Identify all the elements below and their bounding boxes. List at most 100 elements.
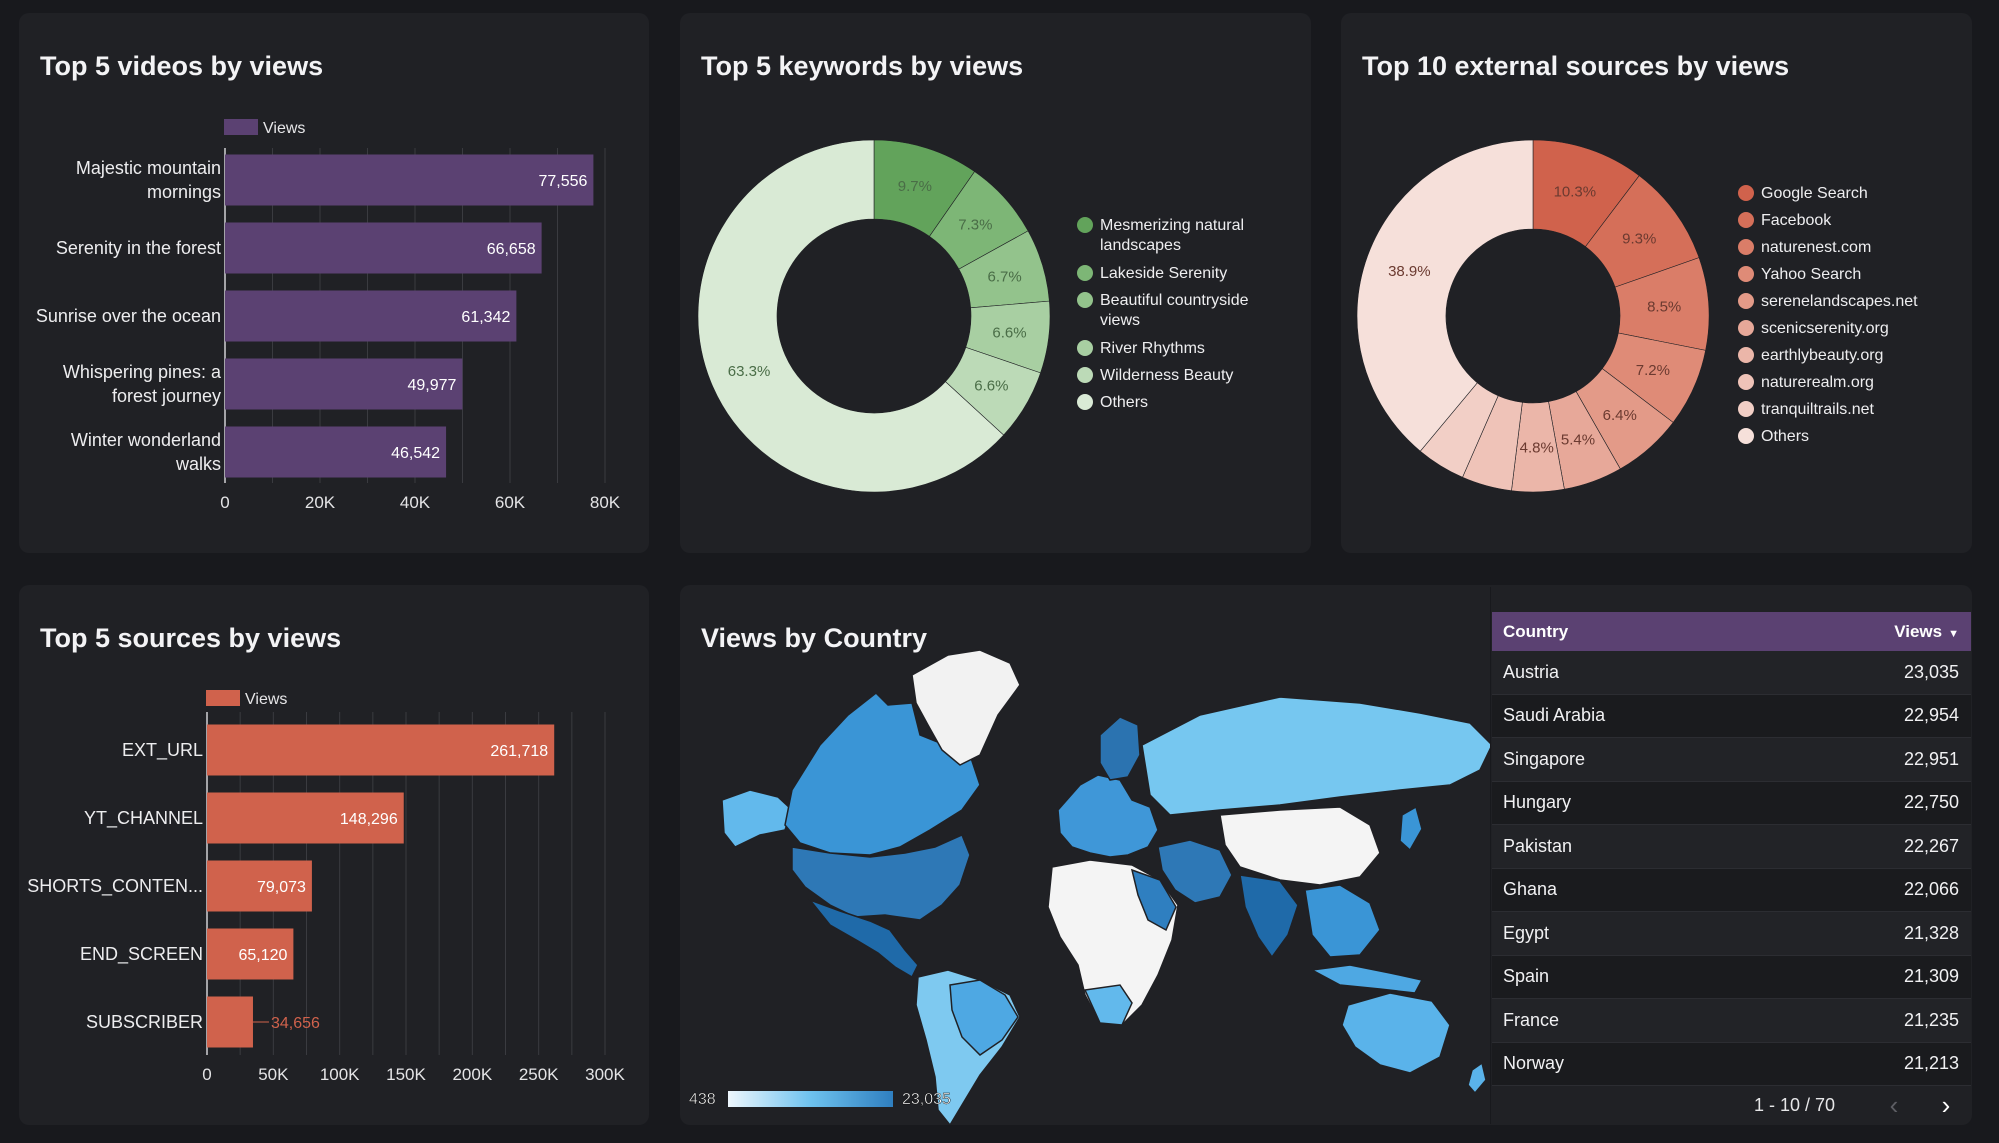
x-tick-label: 50K	[258, 1065, 289, 1084]
bar[interactable]	[207, 928, 294, 980]
legend-label[interactable]: landscapes	[1100, 237, 1181, 254]
map-region-south-africa[interactable]	[1083, 984, 1133, 1026]
map-region-southeast-asia[interactable]	[1304, 884, 1381, 958]
map-region-middle-east[interactable]	[1157, 839, 1233, 904]
map-region-europe[interactable]	[1057, 774, 1159, 858]
legend-label[interactable]: serenelandscapes.net	[1761, 293, 1918, 310]
slice-value-label: 4.8%	[1520, 439, 1554, 456]
table-row[interactable]: Saudi Arabia 22,954	[1492, 694, 1971, 738]
world-map[interactable]: 438 23,035	[680, 585, 1972, 1125]
external-sources-donut-chart: 10.3% 9.3% 8.5% 7.2% 6.4% 5.4% 4.8% 38.9% Google…	[1356, 139, 1918, 493]
bar-value-label: 49,977	[407, 377, 456, 394]
bar[interactable]	[225, 154, 594, 206]
map-region-alaska[interactable]	[721, 789, 793, 848]
legend-dot	[1077, 367, 1093, 383]
x-tick-label: 200K	[452, 1065, 492, 1084]
map-region-brazil[interactable]	[949, 979, 1019, 1056]
cell-views: 21,309	[1903, 966, 1959, 987]
legend-label[interactable]: Views	[263, 120, 305, 137]
table-row[interactable]: France 21,235	[1492, 999, 1971, 1043]
map-region-indonesia[interactable]	[1309, 964, 1424, 994]
map-region-greenland[interactable]	[911, 649, 1021, 766]
legend-dot	[1077, 217, 1093, 233]
x-tick-label: 0	[202, 1065, 211, 1084]
legend-label[interactable]: naturerealm.org	[1761, 374, 1874, 391]
bar-value-label: 66,658	[487, 241, 536, 258]
chevron-left-icon[interactable]: ‹	[1889, 1089, 1899, 1120]
col-header-country[interactable]: Country	[1503, 621, 1569, 641]
bar-value-label: 46,542	[391, 445, 440, 462]
legend-label[interactable]: Google Search	[1761, 185, 1868, 202]
bar[interactable]	[207, 724, 555, 776]
table-row[interactable]: Spain 21,309	[1492, 955, 1971, 999]
map-region-east-africa[interactable]	[1130, 868, 1177, 932]
map-region-scandinavia[interactable]	[1099, 716, 1141, 781]
table-row[interactable]: Norway 21,213	[1492, 1042, 1971, 1086]
bar-value-label: 65,120	[238, 947, 287, 964]
bar[interactable]	[207, 860, 312, 912]
cell-views: 21,235	[1903, 1009, 1959, 1030]
videos-card: Top 5 videos by views 0 20K 40K 60K 80K Views…	[19, 13, 649, 553]
bar[interactable]	[225, 426, 447, 478]
map-region-usa[interactable]	[791, 833, 971, 921]
bar[interactable]	[225, 290, 517, 342]
legend-label[interactable]: Yahoo Search	[1761, 266, 1861, 283]
legend-label[interactable]: Facebook	[1761, 212, 1832, 229]
legend-label[interactable]: Others	[1100, 394, 1148, 411]
bar[interactable]	[207, 996, 253, 1048]
legend-label[interactable]: Others	[1761, 428, 1809, 445]
map-region-central-asia[interactable]	[1219, 806, 1381, 886]
legend-dot	[1738, 374, 1754, 390]
category-label: SUBSCRIBER	[86, 1012, 203, 1032]
pagination-label: 1 - 10 / 70	[1753, 1094, 1835, 1115]
donut-slice[interactable]	[697, 139, 1005, 493]
chevron-right-icon[interactable]: ›	[1941, 1089, 1951, 1120]
legend-label[interactable]: naturenest.com	[1761, 239, 1871, 256]
x-tick-label: 0	[220, 493, 229, 512]
col-header-views-wrap[interactable]: Views ▼	[1894, 622, 1959, 642]
table-row[interactable]: Singapore 22,951	[1492, 738, 1971, 782]
col-header-views[interactable]: Views	[1894, 621, 1943, 641]
legend-label[interactable]: Lakeside Serenity	[1100, 265, 1227, 282]
legend-label[interactable]: earthlybeauty.org	[1761, 347, 1883, 364]
category-label: mornings	[147, 182, 221, 202]
map-region-australia[interactable]	[1341, 992, 1451, 1074]
legend-label[interactable]: Beautiful countryside	[1100, 292, 1249, 309]
category-label: Serenity in the forest	[56, 238, 221, 258]
map-region-japan[interactable]	[1399, 805, 1423, 852]
table-row[interactable]: Egypt 21,328	[1492, 912, 1971, 956]
legend-label[interactable]: scenicserenity.org	[1761, 320, 1889, 337]
table-row[interactable]: Austria 23,035	[1492, 651, 1971, 695]
bar[interactable]	[207, 792, 404, 844]
cell-country: Egypt	[1503, 922, 1550, 943]
legend-dot	[1738, 428, 1754, 444]
legend-label[interactable]: Wilderness Beauty	[1100, 367, 1233, 384]
table-row[interactable]: Ghana 22,066	[1492, 868, 1971, 912]
sources-card: Top 5 sources by views 0 50K 100K 150K 200K 2…	[19, 585, 649, 1125]
legend-dot	[1738, 347, 1754, 363]
table-pagination: 1 - 10 / 70 ‹ ›	[1492, 1083, 1971, 1127]
slice-value-label: 6.6%	[974, 378, 1008, 395]
map-region-canada[interactable]	[784, 691, 981, 856]
map-region-india[interactable]	[1239, 874, 1299, 959]
category-label: Winter wonderland	[71, 430, 221, 450]
map-region-russia[interactable]	[1141, 696, 1493, 816]
bar[interactable]	[225, 222, 542, 274]
legend-label[interactable]: River Rhythms	[1100, 340, 1205, 357]
cell-views: 23,035	[1903, 661, 1959, 682]
map-region-new-zealand[interactable]	[1467, 1061, 1487, 1095]
cell-country: Spain	[1503, 966, 1550, 987]
legend-label[interactable]: tranquiltrails.net	[1761, 401, 1875, 418]
bar[interactable]	[225, 358, 463, 410]
cell-country: Ghana	[1503, 879, 1558, 900]
videos-chart-title: Top 5 videos by views	[40, 51, 324, 81]
legend-dot	[1077, 394, 1093, 410]
legend-label[interactable]: Views	[245, 691, 287, 708]
map-region-mexico[interactable]	[807, 898, 919, 979]
legend-label[interactable]: views	[1100, 312, 1140, 329]
table-row[interactable]: Hungary 22,750	[1492, 781, 1971, 825]
donut-slice[interactable]	[1356, 139, 1534, 452]
table-row[interactable]: Pakistan 22,267	[1492, 825, 1971, 869]
legend-label[interactable]: Mesmerizing natural	[1100, 217, 1244, 234]
caret-down-icon[interactable]: ▼	[1948, 627, 1959, 640]
